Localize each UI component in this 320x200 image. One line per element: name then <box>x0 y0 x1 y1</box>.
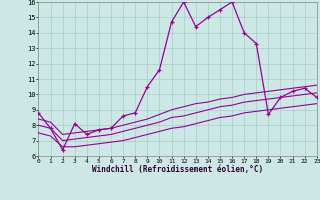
X-axis label: Windchill (Refroidissement éolien,°C): Windchill (Refroidissement éolien,°C) <box>92 165 263 174</box>
